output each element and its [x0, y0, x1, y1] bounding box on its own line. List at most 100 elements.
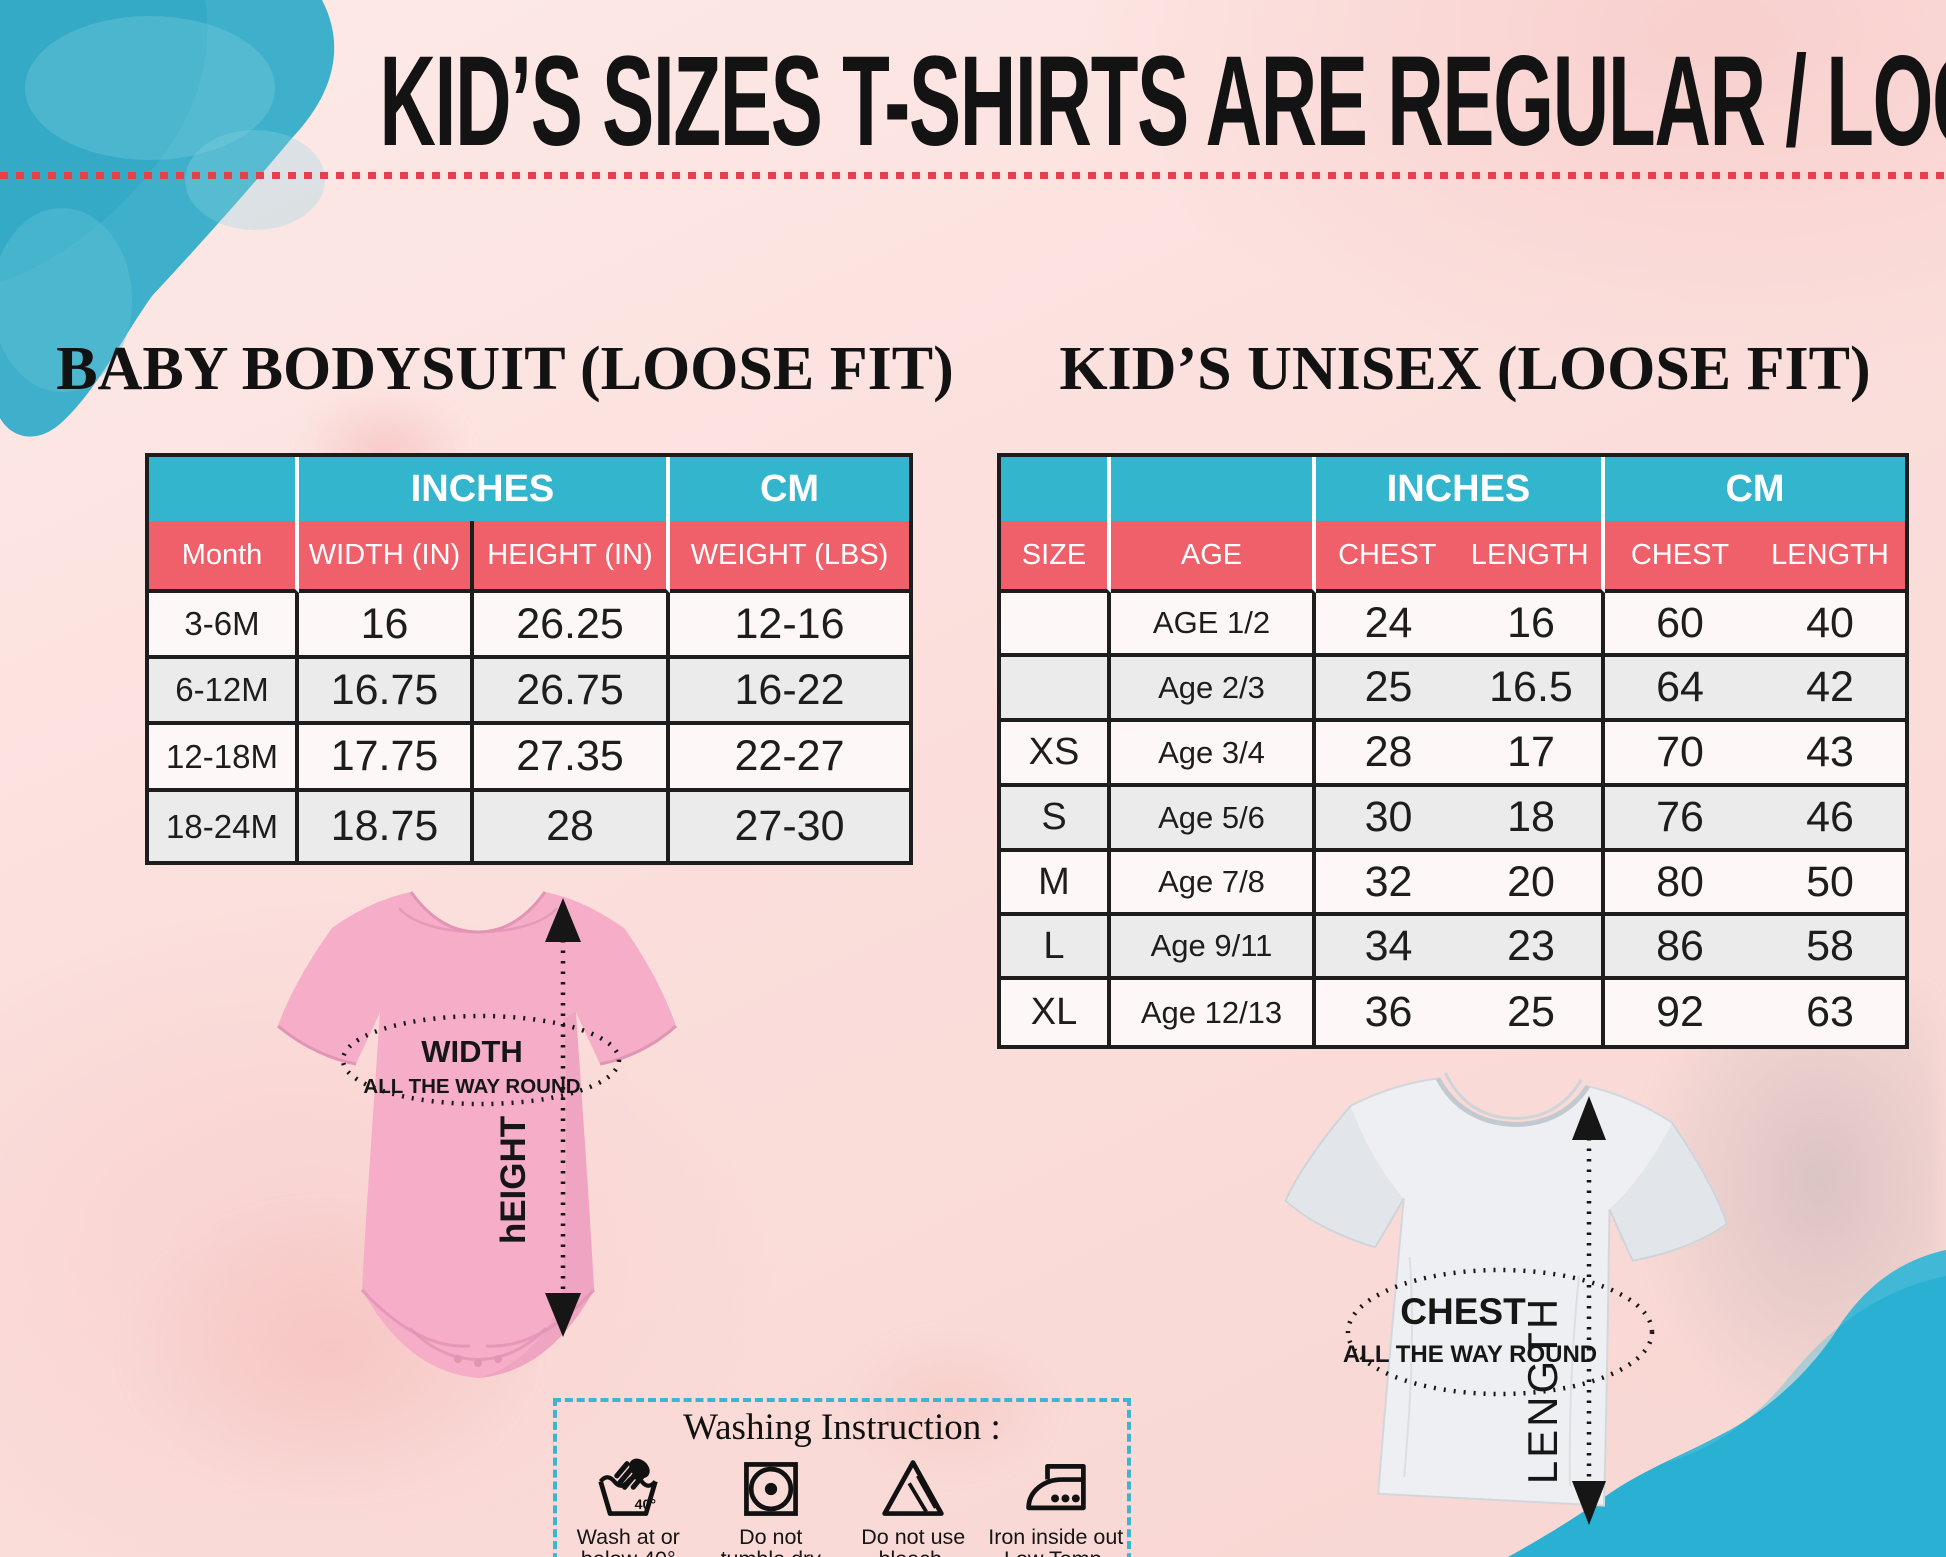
- column-header-weight: WEIGHT (LBS): [670, 521, 909, 593]
- washing-items: 40° Wash at or below 40° Do not tumble d…: [557, 1455, 1127, 1557]
- table-cell: 25: [1316, 657, 1461, 722]
- table-cell: 12-16: [670, 593, 909, 659]
- column-header-month: Month: [149, 521, 299, 593]
- do-not-tumble-dry-icon: [743, 1462, 798, 1516]
- table-cell: 26.75: [474, 659, 670, 725]
- table-cell: 6-12M: [149, 659, 299, 725]
- kids-tshirt-diagram: CHEST ALL THE WAY ROUND LENGTH: [1284, 1072, 1729, 1525]
- table-cell: 23: [1461, 916, 1605, 980]
- table-cell: 26.25: [474, 593, 670, 659]
- column-header-length-in: LENGTH: [1470, 538, 1589, 571]
- table-cell: XS: [1001, 722, 1111, 787]
- width-label: WIDTH: [421, 1034, 523, 1069]
- group-header-cm: CM: [670, 457, 909, 521]
- table-cell: 30: [1316, 787, 1461, 852]
- kids-size-table: INCHES CM SIZE AGE CHEST LENGTH CHEST LENG…: [997, 453, 1909, 1049]
- table-cell: Age 2/3: [1111, 657, 1316, 722]
- table-cell: AGE 1/2: [1111, 593, 1316, 657]
- table-cell: M: [1001, 852, 1111, 916]
- table-cell: 18: [1461, 787, 1605, 852]
- label-line: Iron inside out: [988, 1525, 1124, 1549]
- table-cell: 22-27: [670, 725, 909, 792]
- table-cell: S: [1001, 787, 1111, 852]
- washing-item: 40° Wash at or below 40°: [557, 1455, 700, 1557]
- label-line: tumble dry: [721, 1548, 821, 1557]
- width-sublabel: ALL THE WAY ROUND: [363, 1075, 580, 1098]
- table-cell: 58: [1755, 916, 1905, 980]
- length-label: LENGTH: [1519, 1296, 1566, 1484]
- teal-watercolor-blob-topleft: [0, 0, 335, 437]
- label-line: Do not: [739, 1525, 803, 1549]
- table-cell: 12-18M: [149, 725, 299, 792]
- label-line: Wash at or: [576, 1525, 680, 1549]
- table-cell: 70: [1605, 722, 1755, 787]
- washing-instruction-title: Washing Instruction :: [683, 1407, 1001, 1448]
- kids-section-heading: KID’S UNISEX (LOOSE FIT): [1059, 335, 1871, 403]
- table-cell: 25: [1461, 980, 1605, 1045]
- label-line: below 40°: [577, 1548, 680, 1557]
- group-header-inches: INCHES: [1316, 457, 1605, 521]
- chest-sublabel: ALL THE WAY ROUND: [1343, 1341, 1597, 1368]
- washing-item-label: Do not use bleach.: [861, 1526, 965, 1557]
- page-title: KID’S SIZES T-SHIRTS ARE REGULAR / LOOSE…: [379, 30, 1946, 173]
- column-header-height: HEIGHT (IN): [474, 521, 670, 593]
- table-cell: 18-24M: [149, 792, 299, 861]
- table-cell: 20: [1461, 852, 1605, 916]
- baby-section-heading: BABY BODYSUIT (LOOSE FIT): [56, 335, 954, 403]
- table-cell: XL: [1001, 980, 1111, 1045]
- tshirt-illustration: [1284, 1072, 1729, 1507]
- baby-size-table: INCHES CM Month WIDTH (IN) HEIGHT (IN) W…: [145, 453, 913, 865]
- table-corner-cell: [1111, 457, 1316, 521]
- label-line: bleach.: [861, 1548, 965, 1557]
- table-cell: [1001, 593, 1111, 657]
- teal-wave-blob-bottomright: [1508, 1250, 1946, 1557]
- table-cell: 36: [1316, 980, 1461, 1045]
- table-cell: 34: [1316, 916, 1461, 980]
- washing-item: Iron inside out Low Temp.: [985, 1455, 1128, 1557]
- table-cell: 76: [1605, 787, 1755, 852]
- group-header-inches: INCHES: [299, 457, 670, 521]
- height-measurement-arrow: hEIGHT: [494, 898, 581, 1337]
- table-cell: 42: [1755, 657, 1905, 722]
- pink-splash: [840, 1330, 1060, 1480]
- column-header-chest-in: CHEST: [1338, 538, 1437, 571]
- width-measurement-ellipse: WIDTH ALL THE WAY ROUND: [340, 1013, 622, 1107]
- length-measurement-arrow: LENGTH: [1519, 1096, 1606, 1525]
- washing-instruction-box: Washing Instruction : 40° Wash: [553, 1398, 1131, 1557]
- table-cell: 63: [1755, 980, 1905, 1045]
- table-cell: 46: [1755, 787, 1905, 852]
- column-header-length-cm: LENGTH: [1771, 538, 1889, 571]
- table-cell: 17.75: [299, 725, 474, 792]
- table-cell: 16.5: [1461, 657, 1605, 722]
- table-cell: 32: [1316, 852, 1461, 916]
- table-cell: 28: [474, 792, 670, 861]
- table-cell: Age 3/4: [1111, 722, 1316, 787]
- table-cell: 92: [1605, 980, 1755, 1045]
- table-cell: Age 9/11: [1111, 916, 1316, 980]
- column-header-age: AGE: [1111, 521, 1316, 593]
- column-header-inches-chest-length: CHEST LENGTH: [1316, 521, 1605, 593]
- table-cell: Age 7/8: [1111, 852, 1316, 916]
- column-header-cm-chest-length: CHEST LENGTH: [1605, 521, 1905, 593]
- table-cell: 18.75: [299, 792, 474, 861]
- table-cell: Age 12/13: [1111, 980, 1316, 1045]
- column-header-chest-cm: CHEST: [1630, 538, 1730, 571]
- table-cell: 17: [1461, 722, 1605, 787]
- table-corner-cell: [149, 457, 299, 521]
- height-label: hEIGHT: [494, 1116, 533, 1244]
- table-cell: 28: [1316, 722, 1461, 787]
- table-cell: 64: [1605, 657, 1755, 722]
- table-cell: 16.75: [299, 659, 474, 725]
- table-cell: 60: [1605, 593, 1755, 657]
- table-cell: 40: [1755, 593, 1905, 657]
- table-cell: 80: [1605, 852, 1755, 916]
- table-cell: 43: [1755, 722, 1905, 787]
- table-cell: Age 5/6: [1111, 787, 1316, 852]
- table-cell: 50: [1755, 852, 1905, 916]
- washing-item: Do not tumble dry: [700, 1455, 843, 1557]
- table-corner-cell: [1001, 457, 1111, 521]
- table-cell: [1001, 657, 1111, 722]
- group-header-cm: CM: [1605, 457, 1905, 521]
- column-header-size: SIZE: [1001, 521, 1111, 593]
- washing-item-label: Do not tumble dry: [721, 1526, 821, 1557]
